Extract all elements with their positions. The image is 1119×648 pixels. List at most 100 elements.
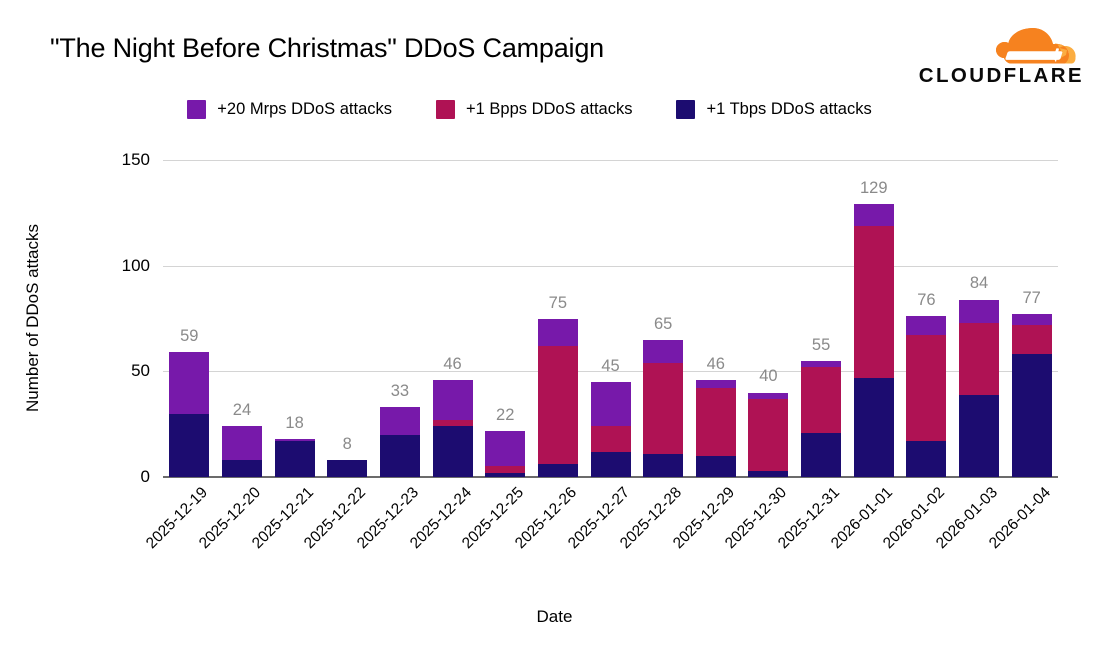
bar-segment[interactable]	[1011, 354, 1052, 477]
bar-total-label: 84	[969, 274, 989, 293]
bar-segment[interactable]	[853, 377, 894, 477]
bar-total-label: 24	[232, 401, 252, 420]
bar-segment[interactable]	[537, 318, 578, 346]
bar-segment[interactable]	[432, 419, 473, 427]
bar-segment[interactable]	[379, 434, 420, 477]
bar-total-label: 22	[496, 405, 515, 424]
bar-segment[interactable]	[906, 335, 947, 442]
bar-group[interactable]	[274, 438, 315, 477]
legend-item-mrps: +20 Mrps DDoS attacks	[187, 100, 392, 119]
bar-segment[interactable]	[643, 362, 684, 454]
bar-group[interactable]	[379, 407, 420, 477]
bar-segment[interactable]	[906, 441, 947, 477]
legend-item-bpps: +1 Bpps DDoS attacks	[436, 100, 632, 119]
bar-group[interactable]	[327, 460, 368, 477]
chart-legend: +20 Mrps DDoS attacks +1 Bpps DDoS attac…	[0, 100, 1119, 119]
bar-segment[interactable]	[643, 339, 684, 363]
bar-segment[interactable]	[748, 392, 789, 399]
page-title: "The Night Before Christmas" DDoS Campai…	[50, 33, 604, 63]
bar-total-label: 40	[759, 367, 778, 386]
legend-swatch-mrps	[187, 100, 207, 119]
bar-total-label: 129	[859, 179, 888, 198]
cloudflare-logo: CLOUDFLARE	[909, 22, 1084, 88]
bar-segment[interactable]	[801, 367, 842, 433]
bar-segment[interactable]	[1011, 314, 1052, 325]
plot-area: 59 24 18 8 33 46 22 75 45 65 46 40 55 129 76 84 77	[163, 160, 1058, 478]
gridline-150	[163, 160, 1058, 161]
bar-segment[interactable]	[537, 464, 578, 477]
bar-segment[interactable]	[748, 398, 789, 471]
bar-total-label: 55	[811, 335, 831, 354]
bar-segment[interactable]	[959, 322, 1000, 395]
bar-segment[interactable]	[327, 460, 368, 477]
legend-label-mrps: +20 Mrps DDoS attacks	[217, 100, 392, 118]
bar-segment[interactable]	[801, 360, 842, 368]
bar-segment[interactable]	[748, 470, 789, 477]
bar-segment[interactable]	[274, 438, 315, 442]
y-axis-title: Number of DDoS attacks	[23, 223, 42, 413]
bar-segment[interactable]	[853, 225, 894, 378]
bar-group[interactable]	[853, 204, 894, 477]
bar-group[interactable]	[906, 316, 947, 477]
bar-group[interactable]	[959, 299, 1000, 477]
bar-segment[interactable]	[695, 388, 736, 456]
bar-total-label: 45	[601, 356, 620, 375]
bar-total-label: 46	[706, 354, 725, 373]
bar-total-label: 65	[653, 314, 673, 333]
bar-segment[interactable]	[853, 204, 894, 226]
bar-segment[interactable]	[801, 432, 842, 477]
x-axis-line	[163, 476, 1058, 478]
bar-group[interactable]	[695, 379, 736, 477]
x-axis-title: Date	[536, 607, 573, 626]
cloudflare-wordmark: CLOUDFLARE	[918, 64, 1084, 87]
bar-segment[interactable]	[432, 426, 473, 477]
y-tick-label: 150	[121, 150, 150, 169]
bar-total-label: 18	[285, 413, 304, 432]
bar-total-label: 33	[390, 382, 410, 401]
legend-label-bpps: +1 Bpps DDoS attacks	[466, 100, 633, 118]
bar-group[interactable]	[221, 426, 262, 477]
bar-total-label: 59	[180, 327, 199, 346]
bar-segment[interactable]	[590, 426, 631, 452]
legend-swatch-bpps	[436, 100, 455, 119]
bar-segment[interactable]	[537, 345, 578, 465]
bar-segment[interactable]	[590, 381, 631, 427]
bar-group[interactable]	[485, 430, 526, 477]
bar-total-label: 46	[443, 354, 462, 373]
bar-segment[interactable]	[379, 407, 420, 435]
bar-total-label: 75	[548, 293, 568, 312]
bar-group[interactable]	[748, 392, 789, 477]
bar-group[interactable]	[1011, 314, 1052, 477]
bar-segment[interactable]	[432, 379, 473, 420]
bar-segment[interactable]	[695, 379, 736, 389]
bar-segment[interactable]	[959, 394, 1000, 477]
bar-segment[interactable]	[590, 451, 631, 477]
y-tick-label: 50	[131, 361, 150, 381]
bar-segment[interactable]	[485, 472, 526, 477]
legend-item-tbps: +1 Tbps DDoS attacks	[676, 100, 872, 119]
bar-segment[interactable]	[643, 453, 684, 477]
bar-group[interactable]	[801, 360, 842, 477]
bar-group[interactable]	[169, 352, 210, 477]
bar-segment[interactable]	[695, 455, 736, 477]
bar-total-label: 77	[1022, 289, 1041, 308]
bar-segment[interactable]	[485, 466, 526, 473]
bar-segment[interactable]	[906, 316, 947, 336]
bar-segment[interactable]	[274, 441, 315, 477]
bar-group[interactable]	[590, 381, 631, 477]
bar-group[interactable]	[537, 318, 578, 477]
bar-segment[interactable]	[1011, 324, 1052, 355]
gridline-100	[163, 265, 1058, 267]
bar-segment[interactable]	[959, 299, 1000, 323]
bar-group[interactable]	[643, 339, 684, 477]
y-tick-label: 0	[140, 467, 150, 486]
bar-segment[interactable]	[485, 430, 526, 467]
bar-segment[interactable]	[169, 413, 210, 477]
bar-group[interactable]	[432, 379, 473, 477]
bar-segment[interactable]	[221, 426, 262, 461]
bar-segment[interactable]	[169, 352, 210, 414]
bar-segment[interactable]	[221, 460, 262, 477]
legend-swatch-tbps	[676, 100, 696, 119]
y-tick-label: 100	[121, 255, 150, 275]
